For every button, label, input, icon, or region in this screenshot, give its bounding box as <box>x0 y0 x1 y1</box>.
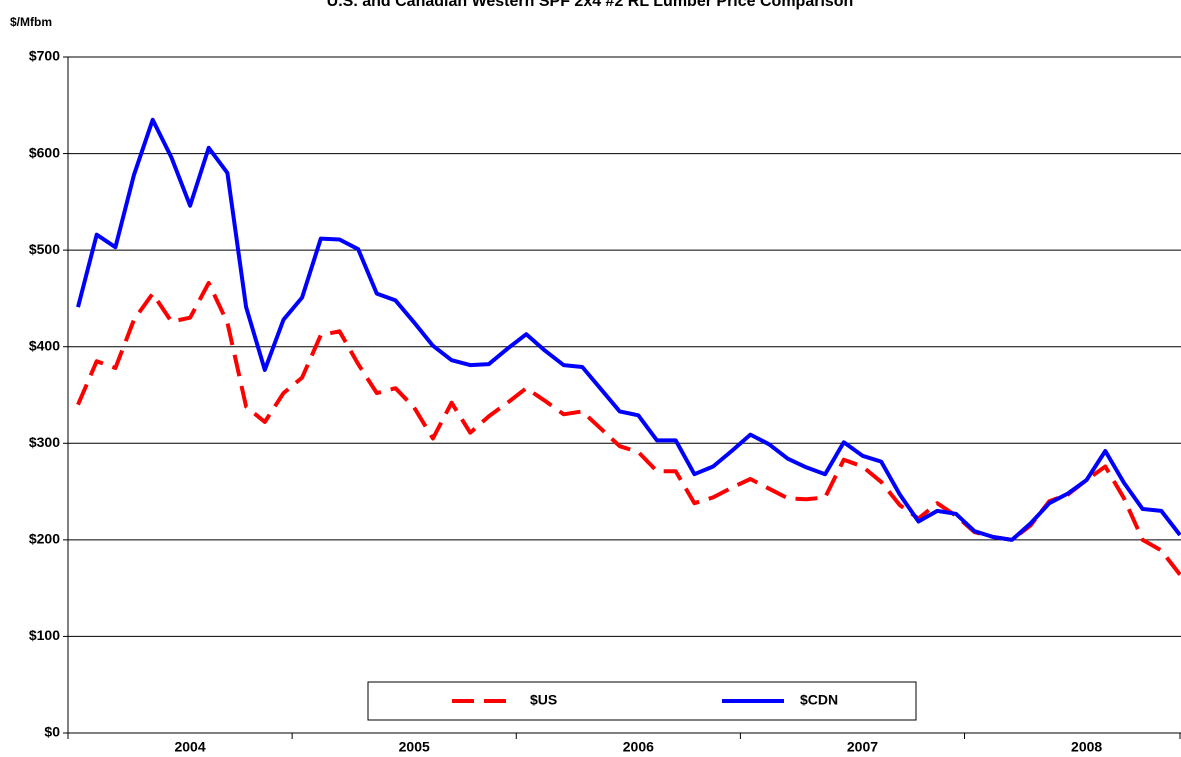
x-tick-label: 2004 <box>174 739 205 755</box>
chart-title: U.S. and Canadian Western SPF 2x4 #2 RL … <box>327 0 854 10</box>
y-tick-label: $400 <box>29 337 60 353</box>
x-tick-label: 2007 <box>847 739 878 755</box>
y-tick-label: $500 <box>29 241 60 257</box>
legend-label: $US <box>530 692 557 708</box>
y-tick-label: $300 <box>29 434 60 450</box>
y-tick-label: $200 <box>29 531 60 547</box>
x-tick-label: 2006 <box>623 739 654 755</box>
x-tick-label: 2008 <box>1071 739 1102 755</box>
series-line <box>76 117 1181 542</box>
legend-label: $CDN <box>800 692 838 708</box>
y-tick-label: $0 <box>44 724 60 740</box>
y-tick-label: $100 <box>29 627 60 643</box>
y-tick-label: $700 <box>29 48 60 64</box>
series-line <box>76 281 1181 576</box>
y-axis-label: $/Mfbm <box>10 15 52 29</box>
y-tick-label: $600 <box>29 144 60 160</box>
x-tick-label: 2005 <box>399 739 430 755</box>
